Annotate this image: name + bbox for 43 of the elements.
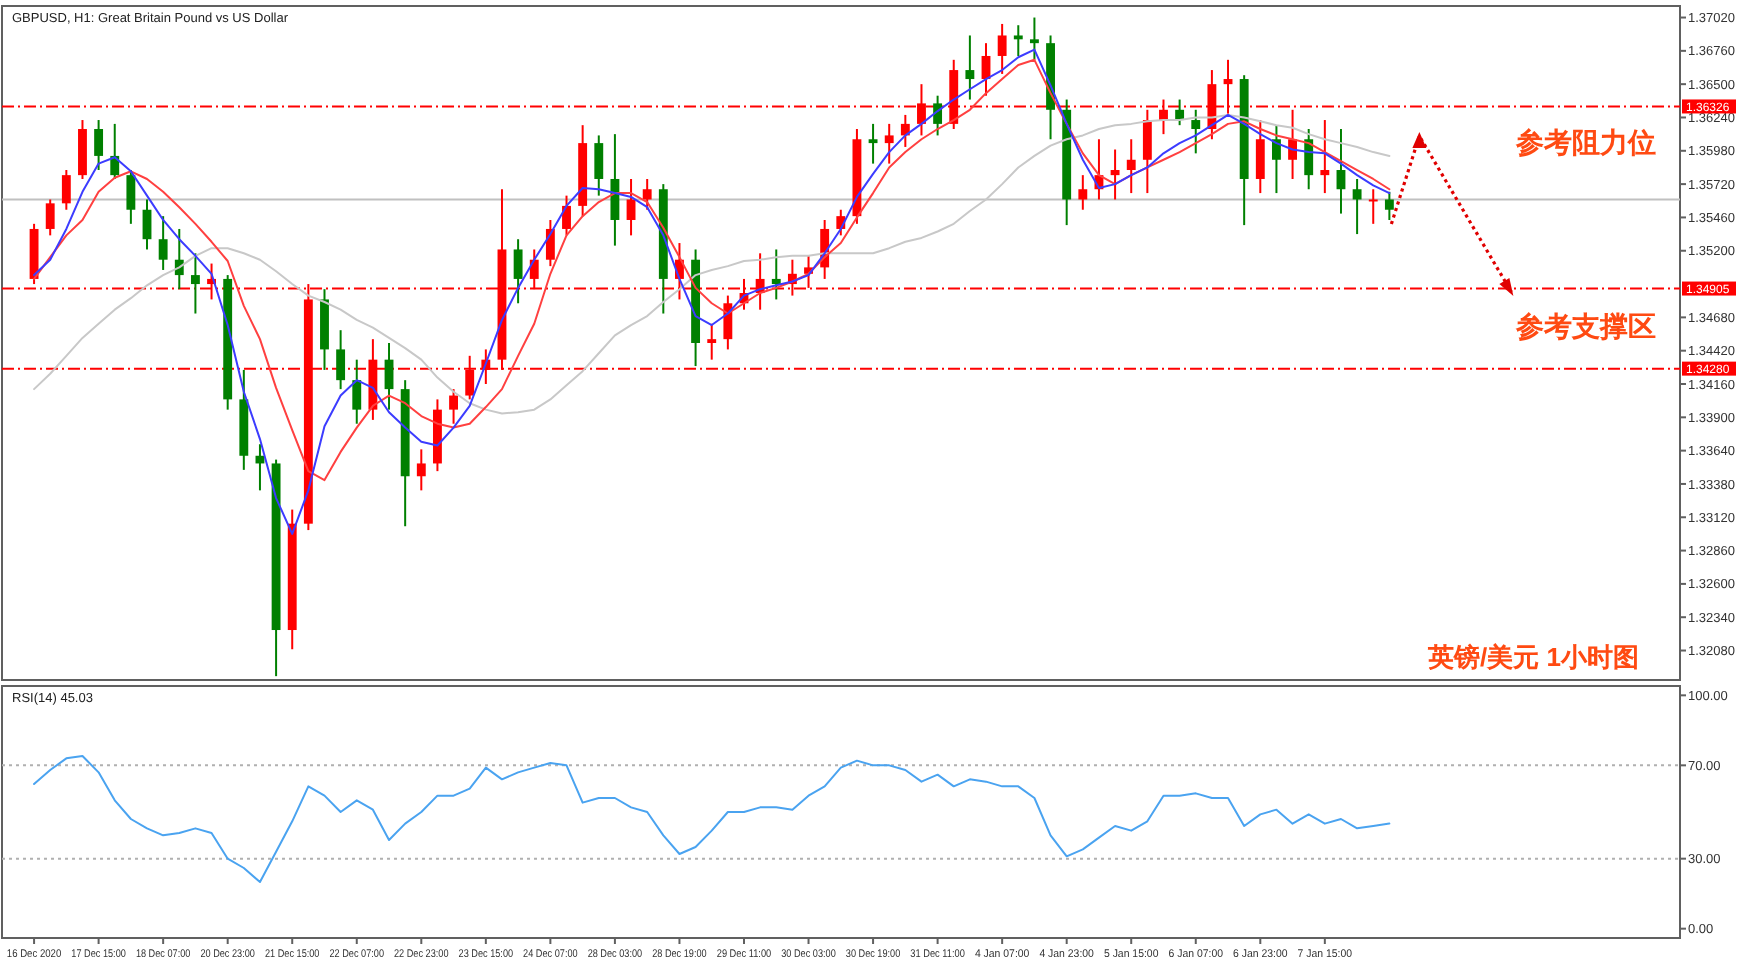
candlestick [933,94,943,137]
candlestick [1078,174,1088,211]
candlestick [336,329,346,391]
candlestick [449,388,458,425]
candlestick [45,198,55,237]
candlestick [94,119,104,172]
candlestick [1384,190,1394,221]
candlestick [416,448,426,492]
candlestick [1320,119,1330,195]
candlestick [1126,138,1136,195]
candlestick [771,248,781,301]
text: 参考支撑区 [1514,310,1656,342]
candlestick [78,119,87,180]
candlestick [997,22,1007,75]
candlestick [513,238,523,305]
candlestick [1352,177,1362,236]
candlestick [126,169,136,225]
candlestick [158,215,168,271]
candlestick [1272,124,1281,195]
candlestick [1110,148,1120,201]
candlestick [1013,24,1023,57]
text: 参考阻力位 [1514,126,1656,158]
text: 英镑/美元 1小时图 [1426,642,1639,672]
candlestick [965,34,975,101]
candlestick [707,322,717,361]
candlestick [190,252,200,315]
candlestick [610,133,620,247]
candlestick [545,218,555,268]
line-series [33,755,1391,883]
candlestick [1029,16,1039,61]
candlestick [1191,108,1201,155]
candlestick [884,122,894,165]
candlestick [594,134,604,197]
candlestick [1368,188,1378,225]
candlestick [868,122,878,165]
candlestick [723,294,733,351]
candlestick [642,177,652,211]
candlestick [1304,128,1314,191]
candlestick [352,358,362,425]
candlestick [562,194,571,237]
candlestick [626,177,636,237]
candlestick [1255,119,1265,195]
candlestick [61,169,71,211]
